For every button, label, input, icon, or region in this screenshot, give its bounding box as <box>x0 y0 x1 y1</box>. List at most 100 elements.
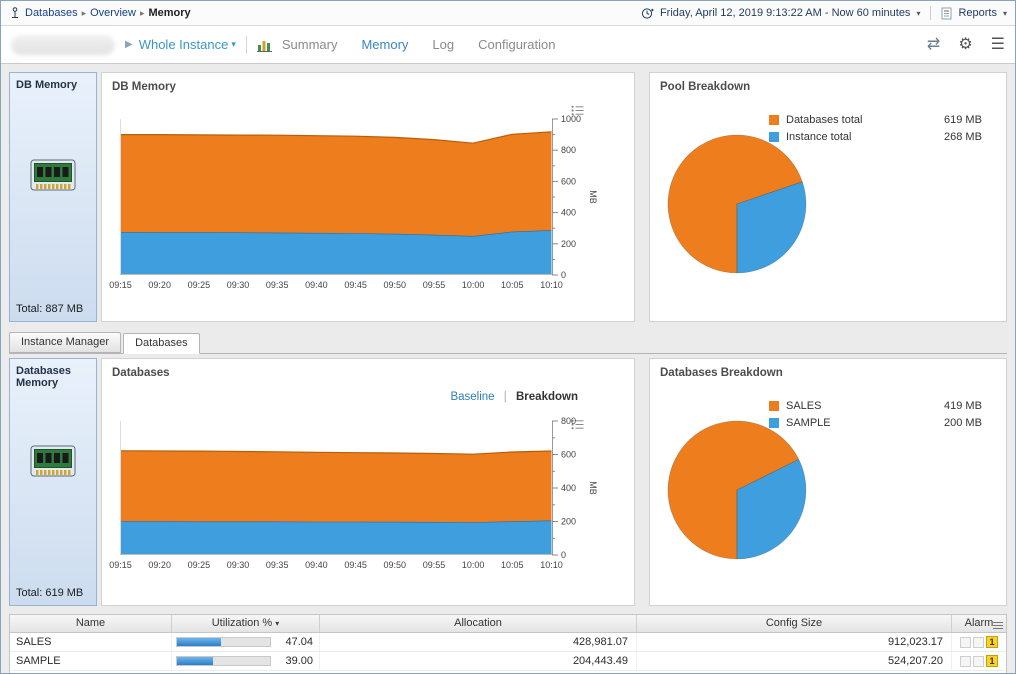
breadcrumb-overview[interactable]: Overview <box>90 7 136 19</box>
breadcrumb-bar: Databases ▸ Overview ▸ Memory Friday, Ap… <box>1 1 1015 26</box>
cell-allocation: 204,443.49 <box>320 652 637 670</box>
legend-label: SALES <box>786 399 822 412</box>
refresh-icon[interactable]: ⇄ <box>926 35 941 53</box>
cell-allocation: 428,981.07 <box>320 633 637 651</box>
alarm-critical-box <box>973 655 984 667</box>
breakdown-toggle[interactable]: Breakdown <box>516 391 578 403</box>
alarm-fatal-box <box>960 655 971 667</box>
databases-table: Name Utilization % ▾ Allocation Config S… <box>9 614 1007 673</box>
chart-options-icon[interactable] <box>571 417 584 435</box>
cell-utilization: 47.04 <box>172 633 320 651</box>
databases-memory-card-title: Databases Memory <box>16 365 72 389</box>
db-memory-card-title: DB Memory <box>16 79 78 91</box>
svg-text:09:15: 09:15 <box>109 280 132 290</box>
databases-area-chart[interactable]: 0 200 400 600 800 MB 09:15 09:20 09:25 09:30 09:35… <box>109 416 634 573</box>
legend-value: 619 MB <box>944 113 982 126</box>
gear-icon[interactable]: ⚙ <box>958 35 973 53</box>
svg-text:800: 800 <box>561 416 576 426</box>
divider <box>245 35 247 54</box>
svg-text:09:50: 09:50 <box>384 560 407 570</box>
sort-desc-icon: ▾ <box>275 619 280 628</box>
pool-breakdown-legend: Databases total 619 MB Instance total 26… <box>769 111 996 145</box>
chevron-down-icon[interactable]: ▾ <box>231 39 236 49</box>
svg-text:09:40: 09:40 <box>305 560 328 570</box>
svg-text:400: 400 <box>561 483 576 493</box>
column-header-alarm[interactable]: Alarm <box>952 615 1006 632</box>
alarm-warning-badge[interactable]: 1 <box>986 655 998 667</box>
utilization-value: 47.04 <box>285 636 313 648</box>
databases-breakdown-pie[interactable] <box>666 419 808 566</box>
svg-text:09:25: 09:25 <box>188 280 211 290</box>
tab-instance-manager[interactable]: Instance Manager <box>9 332 122 353</box>
pool-breakdown-pie[interactable] <box>666 133 808 280</box>
chevron-down-icon[interactable]: ▾ <box>1002 8 1007 18</box>
db-memory-area-chart[interactable]: 0 200 400 600 800 1000 MB 09:15 09:20 09:25 09:30 0… <box>109 114 634 293</box>
column-header-name[interactable]: Name <box>10 615 172 632</box>
breadcrumb-databases[interactable]: Databases <box>25 7 78 19</box>
column-header-utilization[interactable]: Utilization % ▾ <box>172 615 320 632</box>
tab-log[interactable]: Log <box>432 37 455 52</box>
alarm-warning-badge[interactable]: 1 <box>986 636 998 648</box>
column-header-allocation[interactable]: Allocation <box>320 615 637 632</box>
chevron-down-icon[interactable]: ▾ <box>916 8 921 18</box>
svg-text:09:40: 09:40 <box>305 280 328 290</box>
chart-options-icon[interactable] <box>571 103 584 121</box>
reports-menu[interactable]: Reports <box>958 7 997 19</box>
legend-item: Databases total 619 MB <box>769 111 996 128</box>
legend-label: Databases total <box>786 113 863 126</box>
reports-icon <box>941 7 952 19</box>
svg-text:10:00: 10:00 <box>462 280 485 290</box>
chart-view-toggle: Baseline | Breakdown <box>450 391 578 403</box>
db-memory-chart-title: DB Memory <box>112 81 176 93</box>
databases-breakdown-title: Databases Breakdown <box>660 367 783 379</box>
svg-text:400: 400 <box>561 208 576 218</box>
tab-databases[interactable]: Databases <box>123 333 200 354</box>
svg-text:09:50: 09:50 <box>384 280 407 290</box>
databases-breakdown-panel: Databases Breakdown SALES 419 MB SAMPLE … <box>649 358 1007 606</box>
column-menu-icon[interactable] <box>993 619 1003 636</box>
breadcrumb-arrow-icon: ▶ <box>125 39 133 50</box>
db-memory-chart-panel: DB Memory 0 200 400 600 800 1000 MB 09:15 09:20 0… <box>101 72 635 322</box>
dashboard-chart-icon <box>256 40 272 52</box>
svg-text:600: 600 <box>561 450 576 460</box>
db-memory-card: DB Memory Total: 887 MB <box>9 72 97 322</box>
table-row[interactable]: SALES 47.04 428,981.07 912,023.17 1 <box>10 633 1006 652</box>
legend-swatch-blue <box>769 417 779 428</box>
column-header-config-size[interactable]: Config Size <box>637 615 952 632</box>
table-header: Name Utilization % ▾ Allocation Config S… <box>10 615 1006 633</box>
legend-value: 200 MB <box>944 416 982 429</box>
cell-alarm: 1 <box>952 652 1006 670</box>
svg-text:09:35: 09:35 <box>266 280 289 290</box>
utilization-value: 39.00 <box>285 655 313 667</box>
table-row[interactable]: SAMPLE 39.00 204,443.49 524,207.20 1 <box>10 652 1006 671</box>
menu-icon[interactable]: ☰ <box>990 35 1005 53</box>
db-memory-row: DB Memory Total: 887 MB DB Memory 0 200 40… <box>9 72 1007 322</box>
svg-text:09:35: 09:35 <box>266 560 289 570</box>
svg-text:09:20: 09:20 <box>148 280 171 290</box>
svg-text:200: 200 <box>561 239 576 249</box>
alarm-fatal-box <box>960 636 971 648</box>
svg-text:10:05: 10:05 <box>501 560 524 570</box>
svg-text:09:20: 09:20 <box>148 560 171 570</box>
legend-item: SAMPLE 200 MB <box>769 414 996 431</box>
pool-breakdown-panel: Pool Breakdown Databases total 619 MB In… <box>649 72 1007 322</box>
instance-name-blurred[interactable] <box>11 34 115 55</box>
tab-configuration[interactable]: Configuration <box>478 37 556 52</box>
tab-memory[interactable]: Memory <box>361 37 409 52</box>
svg-text:800: 800 <box>561 145 576 155</box>
svg-text:10:10: 10:10 <box>540 560 563 570</box>
svg-text:09:25: 09:25 <box>188 560 211 570</box>
tab-summary[interactable]: Summary <box>281 37 338 52</box>
databases-chart-panel: Databases Baseline | Breakdown 0 200 400 60… <box>101 358 635 606</box>
memory-chip-icon <box>30 445 76 486</box>
svg-text:09:30: 09:30 <box>227 280 250 290</box>
legend-swatch-blue <box>769 131 779 142</box>
time-range-icon <box>641 7 654 19</box>
svg-text:09:45: 09:45 <box>344 280 367 290</box>
breadcrumb: Databases ▸ Overview ▸ Memory <box>9 7 191 19</box>
instance-toolbar: ▶ Whole Instance ▾ Summary Memory Log Co… <box>1 26 1015 64</box>
time-range-selector[interactable]: Friday, April 12, 2019 9:13:22 AM - Now … <box>659 7 911 19</box>
legend-item: SALES 419 MB <box>769 397 996 414</box>
whole-instance-selector[interactable]: Whole Instance <box>138 37 229 52</box>
baseline-toggle[interactable]: Baseline <box>450 391 495 403</box>
